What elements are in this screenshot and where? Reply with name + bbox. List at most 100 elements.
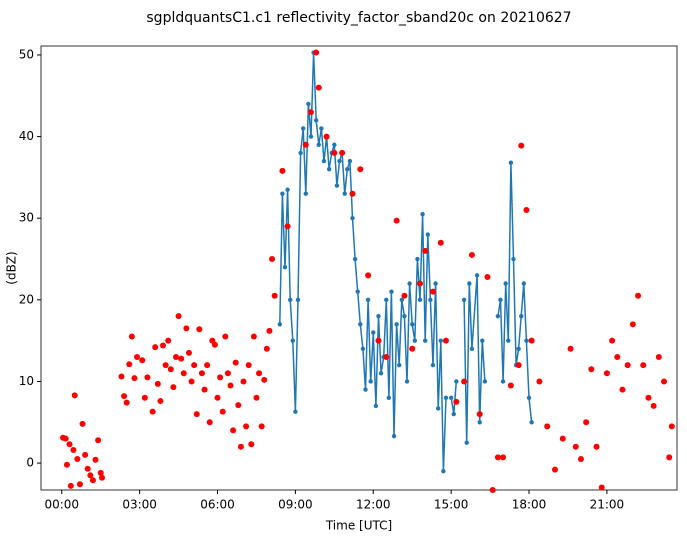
scatter-point — [97, 469, 104, 476]
scatter-point — [261, 376, 268, 383]
scatter-point — [245, 362, 252, 369]
line-point — [350, 216, 355, 221]
scatter-point — [121, 393, 128, 400]
line-point — [365, 297, 371, 303]
scatter-point — [217, 374, 224, 381]
scatter-point — [339, 149, 346, 156]
scatter-point — [609, 337, 616, 344]
line-point — [394, 322, 399, 327]
line-point — [428, 297, 433, 303]
scatter-point — [645, 394, 652, 401]
scatter-point — [162, 362, 169, 369]
x-tick-label: 12:00 — [356, 498, 391, 512]
scatter-point — [323, 133, 330, 140]
scatter-point — [141, 394, 148, 401]
x-tick-label: 15:00 — [434, 498, 469, 512]
line-point — [480, 338, 485, 343]
scatter-point — [118, 373, 125, 380]
line-point — [399, 297, 405, 303]
scatter-point — [635, 292, 642, 299]
scatter-point — [468, 251, 475, 258]
scatter-point — [271, 292, 278, 299]
y-tick-label: 30 — [19, 211, 34, 225]
scatter-point — [442, 337, 449, 344]
scatter-point — [180, 370, 187, 377]
scatter-point — [655, 353, 662, 360]
line-point — [441, 469, 446, 474]
scatter-point — [494, 454, 501, 461]
scatter-point — [154, 380, 161, 387]
scatter-point — [515, 362, 522, 369]
line-point — [506, 338, 511, 343]
x-tick-label: 03:00 — [122, 498, 157, 512]
scatter-point — [178, 355, 185, 362]
scatter-point — [269, 256, 276, 263]
scatter-point — [134, 353, 141, 360]
line-point — [345, 167, 350, 172]
line-point — [474, 273, 480, 278]
scatter-point — [266, 327, 273, 334]
scatter-point — [128, 333, 135, 340]
scatter-point — [279, 167, 286, 174]
line-point — [342, 191, 347, 196]
line-point — [482, 379, 488, 384]
scatter-point — [567, 345, 574, 352]
scatter-point — [167, 366, 174, 373]
scatter-point — [232, 359, 239, 366]
line-point — [368, 379, 373, 384]
line-point — [503, 281, 508, 286]
scatter-point — [284, 223, 291, 230]
line-point — [290, 338, 296, 343]
line-point — [285, 187, 290, 192]
scatter-point — [422, 247, 429, 254]
scatter-point — [258, 423, 265, 430]
y-tick-label: 20 — [19, 292, 34, 306]
line-point — [417, 297, 423, 303]
scatter-point — [523, 207, 530, 214]
x-tick-label: 21:00 — [590, 498, 625, 512]
scatter-point — [250, 333, 257, 340]
line-point — [464, 440, 469, 445]
scatter-point — [243, 423, 250, 430]
scatter-point — [572, 443, 579, 450]
scatter-point — [409, 345, 416, 352]
line-point — [371, 330, 376, 335]
scatter-point — [313, 49, 320, 56]
scatter-point — [84, 465, 91, 472]
line-point — [404, 379, 410, 384]
line-point — [529, 420, 534, 425]
line-point — [516, 346, 521, 352]
line-point — [500, 379, 506, 384]
line-point — [316, 142, 321, 147]
scatter-point — [144, 374, 151, 381]
scatter-point — [307, 109, 314, 116]
line-point — [376, 313, 381, 319]
scatter-point — [507, 382, 514, 389]
scatter-point — [79, 420, 86, 427]
y-tick-label: 40 — [19, 129, 34, 143]
line-point — [410, 322, 415, 327]
line-point — [495, 313, 501, 319]
line-point — [519, 313, 524, 319]
line-point — [280, 191, 285, 196]
scatter-point — [206, 419, 213, 426]
scatter-point — [196, 326, 203, 333]
x-tick-label: 09:00 — [278, 498, 313, 512]
scatter-point — [126, 361, 133, 368]
scatter-point — [131, 375, 138, 382]
line-point — [332, 142, 337, 147]
scatter-point — [383, 353, 390, 360]
line-point — [448, 395, 454, 400]
scatter-point — [219, 408, 226, 415]
data-line — [279, 52, 533, 472]
scatter-point — [577, 455, 584, 462]
scatter-point — [74, 455, 81, 462]
scatter-point — [149, 408, 156, 415]
scatter-point — [256, 370, 263, 377]
scatter-point — [82, 451, 89, 458]
line-point — [402, 313, 407, 319]
scatter-point — [349, 190, 356, 197]
scatter-point — [188, 378, 195, 385]
line-point — [321, 158, 327, 164]
